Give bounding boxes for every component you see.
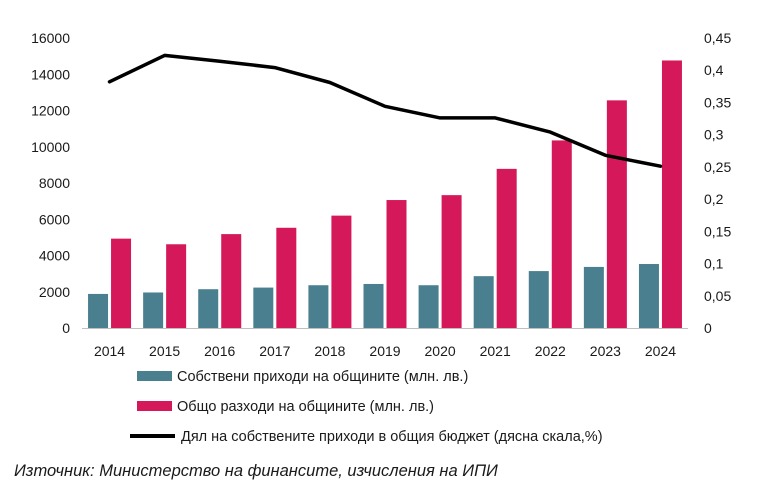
bar-own-revenue [418,285,439,328]
bar-total-expenditure [111,238,132,328]
x-axis: 2014 2015 2016 2017 2018 2019 2020 2021 2022 2023… [94,343,676,359]
x-tick-label: 2019 [369,343,400,359]
legend-swatch [137,371,172,381]
y-right-tick-label: 0,25 [704,159,731,175]
bar-own-revenue [253,287,274,328]
legend-swatch [137,401,172,411]
y-right-axis: 0 0,05 0,1 0,15 0,2 0,25 0,3 0,35 0,4 0,45 [704,30,731,336]
y-left-tick-label: 0 [62,320,70,336]
bar-own-revenue [473,276,494,328]
bar-total-expenditure [276,227,297,328]
x-tick-label: 2022 [535,343,566,359]
x-tick-label: 2018 [314,343,345,359]
x-tick-label: 2023 [590,343,621,359]
y-left-tick-label: 12000 [31,103,70,119]
bar-own-revenue [88,293,109,328]
bar-total-expenditure [441,195,462,328]
y-right-tick-label: 0,35 [704,94,731,110]
y-left-tick-label: 14000 [31,66,70,82]
bar-total-expenditure [661,60,682,328]
y-left-tick-label: 2000 [39,284,70,300]
y-right-tick-label: 0,4 [704,62,724,78]
y-left-tick-label: 4000 [39,248,70,264]
x-tick-label: 2015 [149,343,180,359]
y-right-tick-label: 0,1 [704,256,724,272]
bar-total-expenditure [606,100,627,328]
x-tick-label: 2017 [259,343,290,359]
bar-total-expenditure [221,234,242,328]
legend-label: Дял на собствените приходи в общия бюдже… [181,429,603,445]
y-right-tick-label: 0,05 [704,288,731,304]
y-left-axis: 0 2000 4000 6000 8000 10000 12000 14000 16000 [31,30,70,336]
bar-total-expenditure [386,200,407,328]
bar-own-revenue [528,271,549,328]
legend: Собствени приходи на общините (млн. лв.)… [130,369,603,445]
y-right-tick-label: 0,45 [704,30,731,46]
x-tick-label: 2024 [645,343,676,359]
x-tick-label: 2016 [204,343,235,359]
legend-label: Собствени приходи на общините (млн. лв.) [177,369,468,385]
bar-own-revenue [638,264,659,328]
x-tick-label: 2014 [94,343,125,359]
bar-own-revenue [143,292,164,328]
bar-total-expenditure [166,244,187,328]
y-right-tick-label: 0,2 [704,191,724,207]
bar-own-revenue [583,266,604,328]
bars [88,60,682,328]
source-note: Източник: Министерство на финансите, изч… [14,462,498,480]
own-revenue-share-line [107,53,663,168]
legend-label: Общо разходи на общините (млн. лв.) [177,399,434,415]
bar-total-expenditure [331,215,352,328]
y-left-tick-label: 8000 [39,175,70,191]
y-right-tick-label: 0 [704,320,712,336]
y-left-tick-label: 16000 [31,30,70,46]
y-left-tick-label: 6000 [39,211,70,227]
line-series [107,53,663,168]
x-tick-label: 2020 [425,343,456,359]
bar-total-expenditure [496,168,517,328]
bar-total-expenditure [551,140,572,328]
bar-own-revenue [198,289,219,328]
y-left-tick-label: 10000 [31,139,70,155]
y-right-tick-label: 0,15 [704,223,731,239]
y-right-tick-label: 0,3 [704,127,724,143]
bar-own-revenue [308,285,329,328]
x-tick-label: 2021 [480,343,511,359]
bar-own-revenue [363,283,384,328]
